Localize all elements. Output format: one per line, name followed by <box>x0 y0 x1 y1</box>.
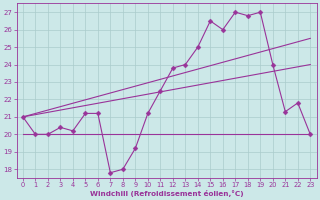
X-axis label: Windchill (Refroidissement éolien,°C): Windchill (Refroidissement éolien,°C) <box>90 190 244 197</box>
